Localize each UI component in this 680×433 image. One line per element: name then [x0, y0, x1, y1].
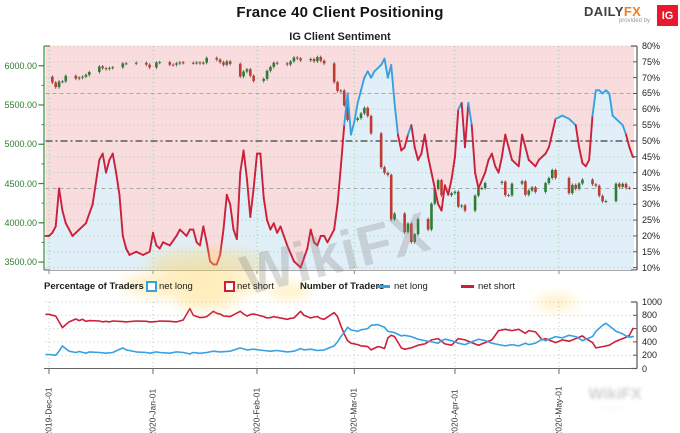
price-axis-tick: 3500.00 — [4, 257, 37, 268]
logo-fx-text: FX — [623, 4, 642, 19]
price-axis-tick: 5000.00 — [4, 139, 37, 150]
price-axis-tick: 5500.00 — [4, 99, 37, 110]
percent-axis-tick: 65% — [642, 88, 661, 99]
percent-axis-tick: 25% — [642, 215, 661, 226]
percent-axis-tick: 20% — [642, 230, 661, 241]
chart-title: IG Client Sentiment — [289, 31, 391, 43]
legend-num-net-long: net long — [394, 281, 428, 292]
percent-axis-tick: 70% — [642, 72, 661, 83]
date-axis-tick: 2020-Apr-01 — [449, 389, 460, 433]
count-axis-tick: 0 — [642, 363, 648, 374]
percent-axis-tick: 50% — [642, 135, 661, 146]
watermark-glow — [175, 295, 237, 309]
net-long-dash-icon — [377, 285, 390, 288]
legend-number-heading: Number of Traders — [300, 281, 385, 292]
watermark-glow — [148, 250, 263, 276]
percent-axis-tick: 10% — [642, 262, 661, 273]
date-axis-tick: 2019-Dec-01 — [43, 387, 54, 433]
page-title: France 40 Client Positioning — [236, 4, 444, 21]
net-short-dash-icon — [461, 285, 474, 288]
date-axis-tick: 2020-Feb-01 — [251, 387, 262, 433]
date-axis-tick: 2020-Jan-01 — [147, 388, 158, 433]
watermark-glow — [268, 284, 310, 298]
watermark-glow — [535, 296, 577, 309]
price-axis-tick: 4500.00 — [4, 178, 37, 189]
percent-axis-tick: 80% — [642, 41, 661, 51]
count-axis-tick: 1000 — [642, 297, 663, 307]
count-axis-tick: 600 — [642, 323, 658, 334]
legend-pct-net-long: net long — [159, 281, 193, 292]
corner-watermark-text: WikiFX — [588, 386, 642, 403]
legend-num-net-short: net short — [478, 281, 515, 292]
logo-provided-by: provided by — [618, 18, 650, 24]
legend-percentage-heading: Percentage of Traders — [44, 281, 144, 292]
date-axis-tick: 2020-Mar-01 — [348, 387, 359, 433]
percent-axis-tick: 15% — [642, 246, 661, 257]
logo-daily-text: DAILY — [584, 4, 624, 19]
percent-axis-tick: 35% — [642, 183, 661, 194]
net-long-square-icon — [146, 281, 157, 292]
percent-axis-tick: 55% — [642, 120, 661, 131]
percent-axis-tick: 30% — [642, 199, 661, 210]
net-short-square-icon — [224, 281, 235, 292]
legend-pct-net-short: net short — [237, 281, 274, 292]
watermark-glow — [122, 272, 262, 298]
count-axis-tick: 200 — [642, 350, 658, 361]
count-axis-tick: 800 — [642, 310, 658, 321]
corner-watermark: WikiFX ····· — [560, 386, 670, 413]
ig-logo: IG — [657, 5, 678, 26]
percent-axis-tick: 60% — [642, 104, 661, 115]
dailyfx-logo: DAILY FX provided by IG — [584, 4, 678, 30]
percent-axis-tick: 45% — [642, 151, 661, 162]
percent-axis-tick: 75% — [642, 56, 661, 67]
price-axis-tick: 4000.00 — [4, 217, 37, 228]
percent-axis-tick: 40% — [642, 167, 661, 178]
price-axis-tick: 6000.00 — [4, 60, 37, 71]
count-axis-tick: 400 — [642, 336, 658, 347]
corner-watermark-sub: ····· — [603, 404, 627, 413]
